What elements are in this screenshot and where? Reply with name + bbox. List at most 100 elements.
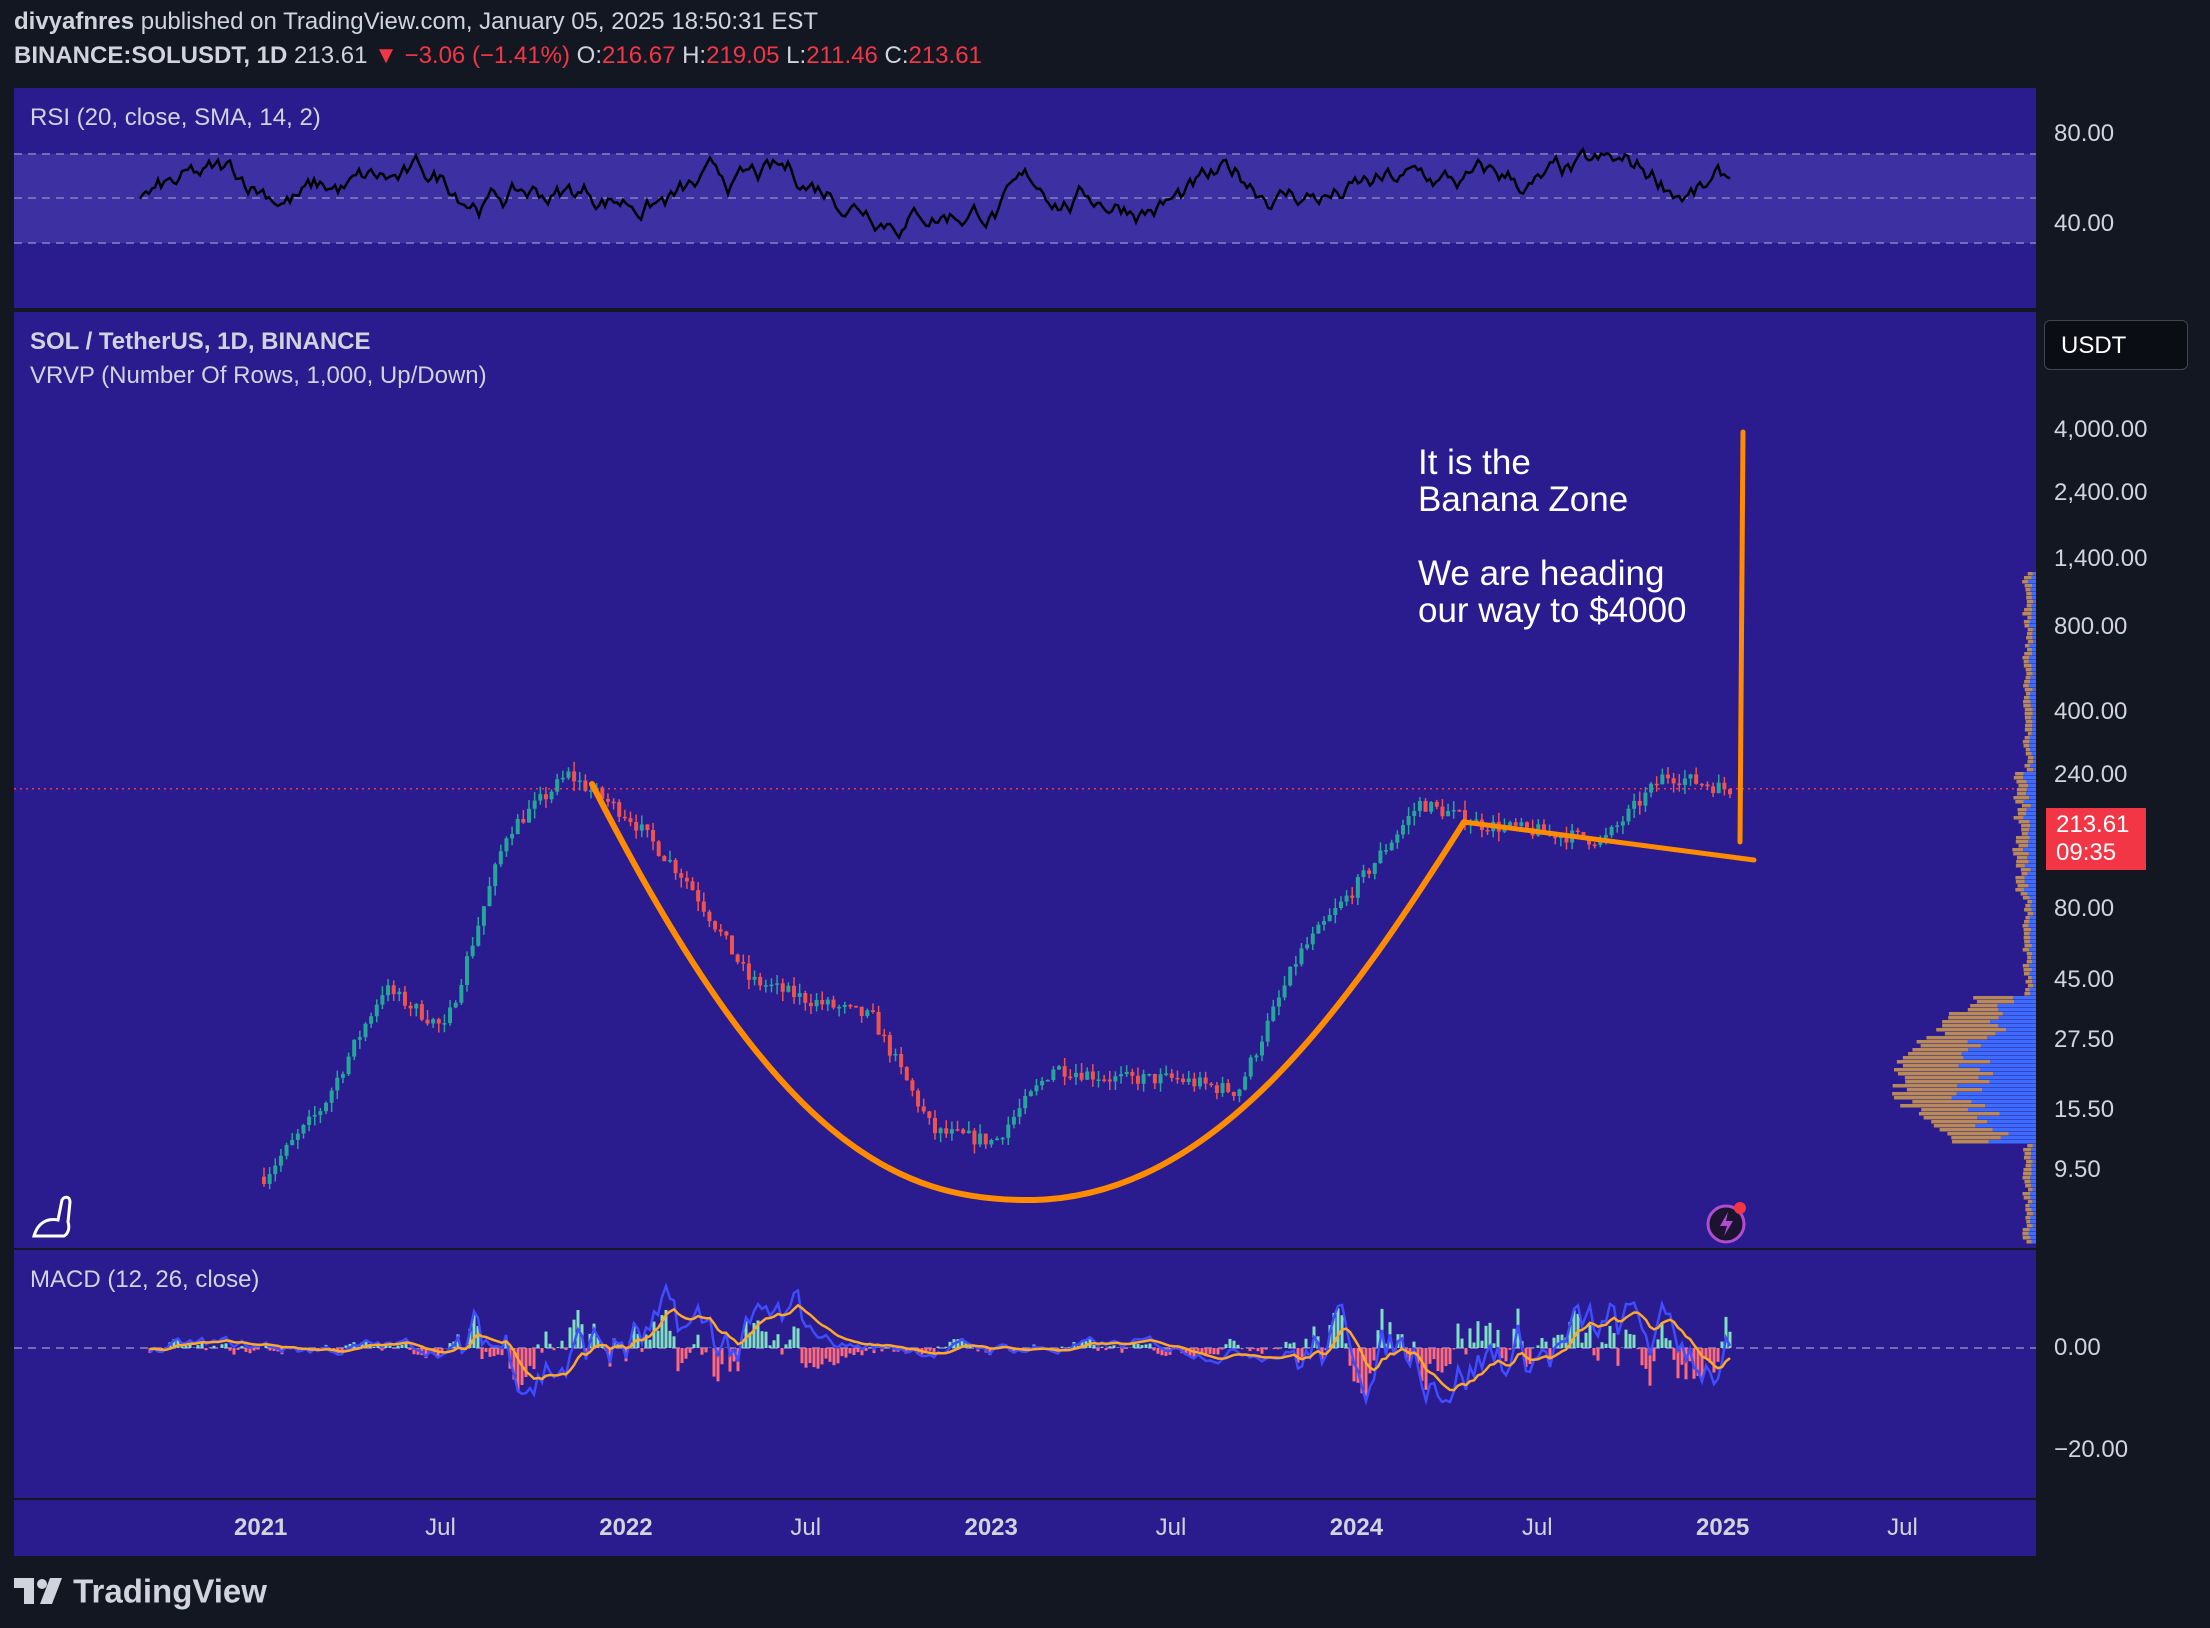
vrvp-down-bar: [2024, 1180, 2031, 1184]
vrvp-down-bar: [2024, 708, 2033, 712]
macd-histogram-bar: [1204, 1348, 1208, 1356]
candle-body: [978, 1133, 983, 1145]
candle-body: [521, 818, 526, 823]
macd-axis[interactable]: 0.00 −20.00: [2036, 1250, 2210, 1498]
vrvp-up-bar: [2032, 672, 2036, 676]
vrvp-up-bar: [2028, 884, 2036, 888]
macd-histogram-bar: [176, 1338, 180, 1348]
rsi-pane[interactable]: RSI (20, close, SMA, 14, 2): [14, 88, 2036, 308]
macd-histogram-bar: [1480, 1340, 1484, 1348]
macd-histogram-bar: [1096, 1348, 1100, 1351]
vrvp-down-bar: [2016, 788, 2027, 792]
candle-body: [837, 1006, 842, 1009]
price-pane[interactable]: SOL / TetherUS, 1D, BINANCE VRVP (Number…: [14, 312, 2036, 1248]
vrvp-down-bar: [1900, 1104, 1986, 1108]
macd-histogram-bar: [848, 1348, 852, 1354]
vrvp-down-bar: [2026, 960, 2033, 964]
footer-brand[interactable]: TradingView: [14, 1570, 267, 1610]
vrvp-up-bar: [1961, 1052, 2036, 1056]
candle-body: [1665, 774, 1670, 779]
macd-histogram-bar: [1200, 1348, 1204, 1354]
vrvp-down-bar: [2027, 956, 2032, 960]
candle-body: [1637, 800, 1642, 806]
time-axis[interactable]: 2021 Jul 2022 Jul 2023 Jul 2024 Jul 2025 Jul: [14, 1500, 2036, 1556]
macd-histogram-bar: [1624, 1329, 1628, 1348]
macd-histogram-bar: [600, 1346, 604, 1348]
macd-histogram-bar: [924, 1348, 928, 1354]
vrvp-up-bar: [2000, 1136, 2036, 1140]
candle-body: [949, 1129, 954, 1134]
vrvp-up-bar: [2026, 792, 2036, 796]
vrvp-up-bar: [2030, 804, 2036, 808]
vrvp-down-bar: [2022, 896, 2030, 900]
macd-histogram-bar: [512, 1348, 516, 1380]
vrvp-up-bar: [2030, 1156, 2036, 1160]
candle-body: [1209, 1083, 1214, 1086]
vrvp-up-bar: [2033, 640, 2036, 644]
vrvp-up-bar: [2033, 600, 2036, 604]
candle-body: [645, 824, 650, 831]
vrvp-up-bar: [2023, 776, 2036, 780]
candle-body: [572, 771, 577, 782]
candle-body: [1660, 774, 1665, 785]
macd-histogram-bar: [528, 1348, 532, 1366]
candle-body: [1378, 850, 1383, 864]
price-tick: 80.00: [2054, 895, 2115, 923]
candle-body: [1333, 908, 1338, 915]
price-tick: 9.50: [2054, 1156, 2101, 1183]
macd-histogram-bar: [1512, 1328, 1516, 1348]
macd-pane[interactable]: MACD (12, 26, close): [14, 1250, 2036, 1498]
vrvp-down-bar: [2025, 1184, 2031, 1188]
vrvp-down-bar: [2021, 824, 2031, 828]
candle-body: [504, 838, 509, 852]
vrvp-up-bar: [1999, 1112, 2036, 1116]
macd-histogram-bar: [1704, 1348, 1708, 1359]
candle-body: [1023, 1096, 1028, 1109]
vrvp-up-bar: [2029, 940, 2036, 944]
candle-body: [1615, 825, 1620, 827]
candle-body: [1197, 1077, 1202, 1087]
rsi-axis[interactable]: 80.00 40.00: [2036, 88, 2210, 308]
candle-body: [448, 1007, 453, 1024]
candle-body: [560, 777, 565, 780]
macd-histogram-bar: [552, 1348, 556, 1351]
macd-histogram-bar: [448, 1343, 452, 1348]
macd-histogram-bar: [180, 1346, 184, 1348]
macd-histogram-bar: [1080, 1340, 1084, 1348]
vrvp-up-bar: [1998, 1024, 2036, 1028]
vrvp-down-bar: [2024, 644, 2030, 648]
currency-button[interactable]: USDT: [2044, 320, 2188, 370]
vrvp-up-bar: [2024, 876, 2036, 880]
macd-histogram-bar: [404, 1343, 408, 1348]
macd-histogram-bar: [1060, 1346, 1064, 1348]
vrvp-up-bar: [1958, 1064, 2036, 1068]
macd-histogram-bar: [400, 1345, 404, 1348]
vrvp-up-bar: [2028, 924, 2036, 928]
vrvp-up-bar: [2030, 588, 2036, 592]
lightning-icon[interactable]: [1706, 1200, 1750, 1244]
macd-histogram-bar: [1236, 1344, 1240, 1348]
candle-body: [1620, 821, 1625, 826]
macd-histogram-bar: [1152, 1348, 1156, 1351]
time-tick: 2023: [964, 1514, 1018, 1541]
vrvp-down-bar: [1923, 1116, 1978, 1120]
price-axis[interactable]: 8,000.004,000.002,400.001,400.00800.0040…: [2036, 312, 2210, 1248]
dino-icon: [28, 1192, 76, 1240]
macd-histogram-bar: [676, 1348, 680, 1372]
macd-histogram-bar: [556, 1347, 560, 1348]
vrvp-up-bar: [2028, 840, 2036, 844]
vrvp-up-bar: [2028, 660, 2036, 664]
vrvp-up-bar: [2029, 988, 2036, 992]
macd-histogram-bar: [1460, 1338, 1464, 1348]
vrvp-up-bar: [2030, 692, 2036, 696]
macd-histogram-bar: [744, 1321, 748, 1348]
macd-histogram-bar: [1216, 1348, 1220, 1355]
vrvp-up-bar: [2031, 968, 2036, 972]
price-tag-value: 213.61: [2056, 811, 2130, 838]
macd-histogram-bar: [960, 1338, 964, 1348]
candle-body: [1581, 831, 1586, 839]
vrvp-down-bar: [2022, 1192, 2031, 1196]
vrvp-down-bar: [2022, 1176, 2031, 1180]
vrvp-down-bar: [2025, 1164, 2032, 1168]
vrvp-up-bar: [1971, 1100, 2036, 1104]
